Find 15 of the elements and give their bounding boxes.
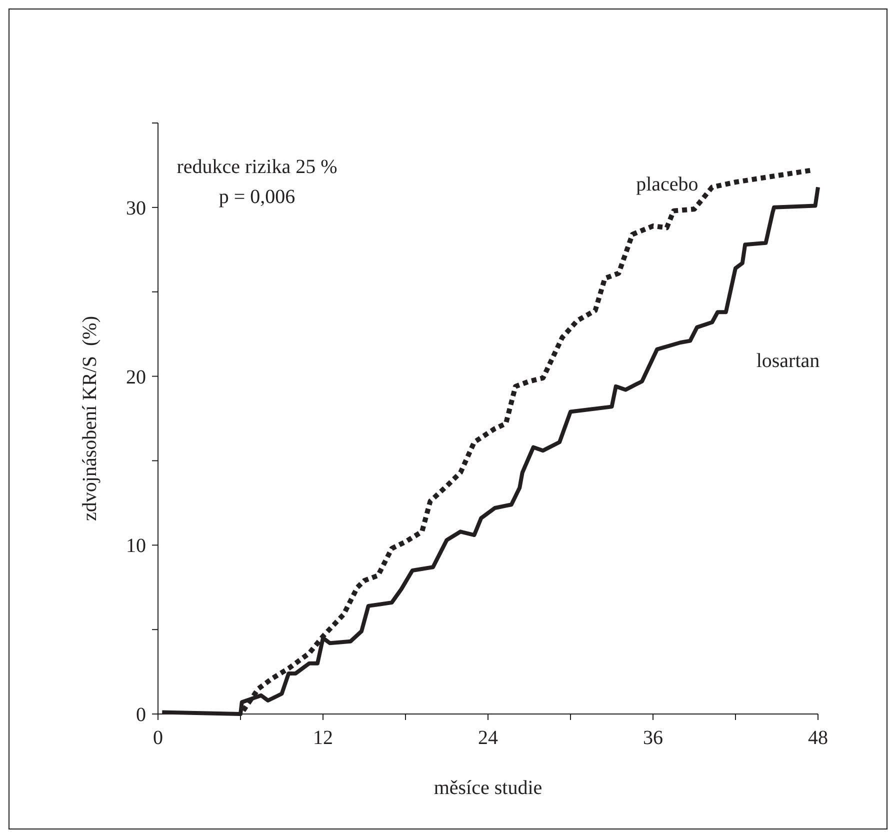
text: losartan	[756, 350, 820, 372]
x-axis-title: měsíce studie	[434, 777, 542, 799]
annotation: redukce rizika 25 %	[176, 156, 338, 178]
x-tick-label: 24	[478, 727, 498, 749]
x-tick-label: 0	[153, 727, 163, 749]
y-tick-label: 0	[136, 704, 146, 726]
x-tick-label: 36	[643, 727, 663, 749]
y-tick-label: 10	[126, 535, 146, 558]
x-tick-label: 12	[313, 727, 333, 749]
series-label: placebo	[636, 173, 698, 196]
x-tick-label: 48	[808, 727, 828, 749]
y-tick-label: 20	[126, 366, 146, 388]
y-tick-label: 30	[126, 197, 146, 220]
y-axis-title: zdvojnásobení KR/S (%)	[79, 316, 101, 521]
annotation: p = 0,006	[218, 186, 296, 208]
